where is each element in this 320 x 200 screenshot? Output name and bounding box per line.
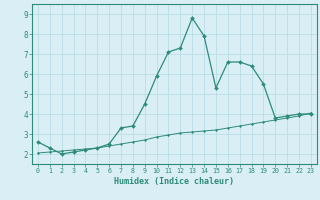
X-axis label: Humidex (Indice chaleur): Humidex (Indice chaleur) xyxy=(115,177,234,186)
